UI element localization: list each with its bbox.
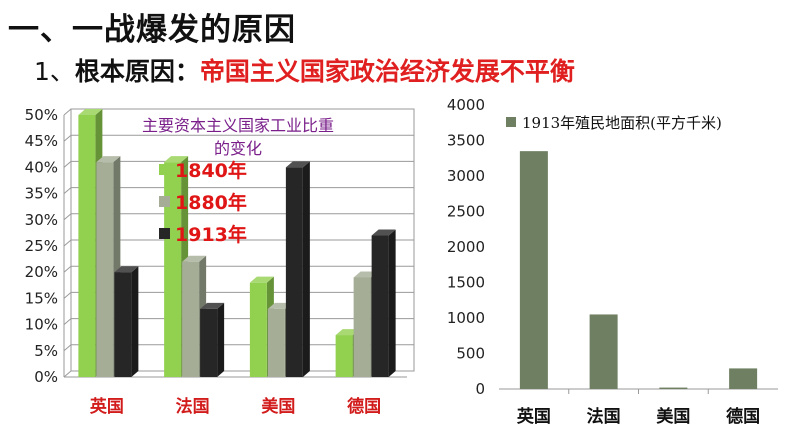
bar [96, 162, 114, 377]
gridline-depth [63, 187, 72, 194]
bar [285, 167, 303, 377]
y-tick-label: 25% [25, 237, 58, 255]
gridline-depth [63, 370, 72, 378]
gridline-depth [63, 134, 72, 142]
y-tick-label: 2500 [447, 203, 485, 221]
gridline-depth [63, 108, 72, 116]
x-category-label: 英国 [90, 396, 124, 417]
gridline-depth [63, 318, 72, 325]
legend-label: 1913年殖民地面积(平方千米) [522, 114, 722, 132]
x-category-label: 德国 [347, 396, 381, 417]
x-category-label: 德国 [726, 406, 760, 427]
gridline-depth [63, 344, 72, 352]
y-tick-label: 500 [456, 345, 485, 363]
y-tick-label: 1500 [447, 274, 485, 292]
y-tick-label: 40% [25, 158, 58, 176]
y-tick-label: 3500 [447, 132, 485, 150]
page-heading: 一、一战爆发的原因 [8, 12, 296, 48]
y-tick-label: 5% [34, 342, 58, 360]
bar-top [200, 302, 225, 309]
bar [729, 368, 758, 389]
legend-swatch [159, 164, 170, 175]
gridline-depth [63, 239, 72, 247]
gridline-depth [63, 213, 72, 221]
bar [267, 308, 285, 377]
y-tick-label: 3000 [447, 167, 485, 185]
y-tick-label: 30% [25, 211, 58, 229]
gridline-depth [63, 292, 72, 299]
y-tick-label: 0 [475, 380, 485, 398]
bar [182, 261, 200, 377]
bar-top [371, 229, 396, 236]
page-subheading: 1、根本原因：帝国主义国家政治经济发展不平衡 [34, 52, 575, 88]
x-category-label: 法国 [587, 406, 621, 427]
bar [659, 387, 688, 389]
bar-top [114, 266, 139, 273]
x-category-label: 英国 [517, 406, 551, 427]
industrial-share-chart: 0% 5% 10% 15% 20% 25% 30% 35% 40% 45% 50% 英国 法国 美国 德国 主… [25, 106, 415, 417]
chart-title-line: 主要资本主义国家工业比重 [142, 116, 334, 135]
legend-swatch [159, 228, 170, 239]
y-tick-label: 10% [25, 316, 58, 334]
y-tick-label: 2000 [447, 238, 485, 256]
legend-swatch [506, 117, 516, 127]
legend-label: 1840年 [175, 159, 247, 182]
bar-top [78, 109, 103, 115]
bar-side [302, 161, 310, 377]
bar [164, 162, 182, 377]
bar [78, 115, 96, 377]
bar-top [182, 255, 207, 262]
bar [249, 282, 267, 377]
bar [371, 235, 389, 377]
chart-title-line: 的变化 [214, 139, 262, 158]
legend-label: 1913年 [175, 223, 247, 246]
subheading-label: 根本原因： [74, 57, 200, 86]
bar [589, 314, 618, 389]
x-category-label: 美国 [656, 406, 690, 427]
bar-top [249, 276, 274, 283]
bar [353, 277, 371, 377]
subheading-highlight: 帝国主义国家政治经济发展不平衡 [199, 57, 575, 86]
subheading-number: 1、 [34, 57, 75, 86]
bar-top [164, 156, 189, 163]
y-tick-label: 50% [25, 106, 58, 124]
bar-top [285, 161, 310, 168]
bar [114, 272, 132, 377]
legend-label: 1880年 [175, 191, 247, 214]
bar-side [217, 302, 225, 377]
y-tick-label: 15% [25, 289, 58, 307]
gridline-depth [63, 265, 72, 273]
x-category-label: 美国 [261, 396, 295, 417]
bar [519, 151, 548, 389]
y-tick-label: 45% [25, 132, 58, 150]
y-tick-label: 4000 [447, 96, 485, 114]
y-tick-label: 20% [25, 263, 58, 281]
bar-side [131, 266, 139, 377]
bar [200, 308, 218, 377]
x-category-label: 法国 [176, 396, 210, 417]
bar-top [96, 156, 121, 163]
bar-side [388, 229, 396, 377]
y-tick-label: 35% [25, 185, 58, 203]
bar [335, 335, 353, 377]
legend-swatch [159, 196, 170, 207]
gridline-depth [63, 161, 72, 168]
y-tick-label: 1000 [447, 309, 485, 327]
y-tick-label: 0% [34, 368, 58, 386]
